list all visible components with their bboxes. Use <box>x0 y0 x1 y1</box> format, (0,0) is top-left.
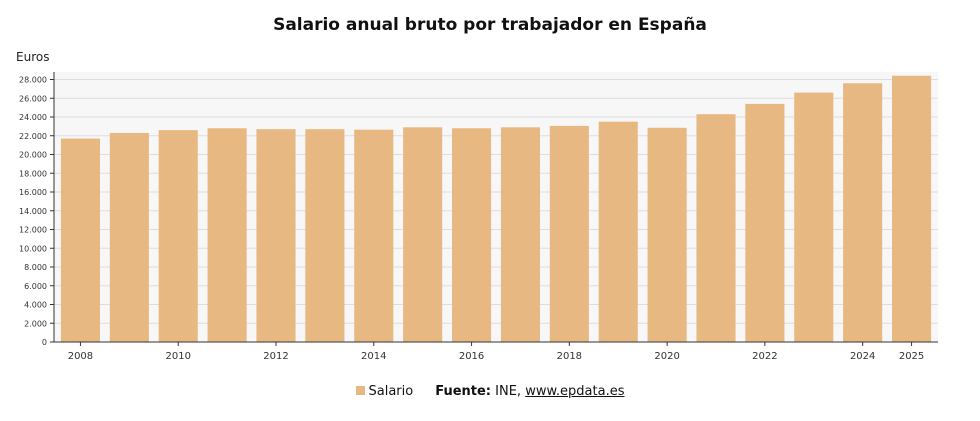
bar-2017[interactable] <box>500 127 540 342</box>
y-tick-label: 20.000 <box>19 151 47 160</box>
x-tick-label: 2016 <box>459 351 484 362</box>
x-tick-label: 2020 <box>654 351 679 362</box>
x-tick-label: 2012 <box>263 351 288 362</box>
bar-2016[interactable] <box>452 128 492 342</box>
source-link[interactable]: www.epdata.es <box>525 384 625 399</box>
bar-2013[interactable] <box>305 129 345 342</box>
y-tick-label: 4.000 <box>24 301 47 310</box>
x-tick-label: 2008 <box>68 351 93 362</box>
x-tick-label: 2010 <box>165 351 190 362</box>
bar-2010[interactable] <box>158 130 198 342</box>
chart-title: Salario anual bruto por trabajador en Es… <box>273 15 707 35</box>
source-label: Fuente: <box>435 384 492 399</box>
bar-2025[interactable] <box>892 75 932 342</box>
y-axis-unit-label: Euros <box>16 50 50 64</box>
bar-2019[interactable] <box>598 121 638 342</box>
y-tick-label: 12.000 <box>19 226 47 235</box>
bar-2018[interactable] <box>549 125 589 342</box>
y-tick-label: 18.000 <box>19 169 47 178</box>
bar-2021[interactable] <box>696 114 736 342</box>
bars <box>60 75 932 342</box>
y-tick-label: 14.000 <box>19 207 47 216</box>
bar-2022[interactable] <box>745 103 785 342</box>
source-text: INE, <box>495 384 526 399</box>
x-tick-label: 2025 <box>899 351 924 362</box>
y-axis-ticks: 0 2.000 4.000 6.000 8.000 10.000 12.000 14.000 1… <box>19 76 54 347</box>
bar-2009[interactable] <box>109 132 149 342</box>
legend-swatch <box>355 386 365 395</box>
bar-2020[interactable] <box>647 127 687 342</box>
x-tick-label: 2018 <box>557 351 582 362</box>
bar-2008[interactable] <box>60 138 100 342</box>
x-tick-label: 2022 <box>752 351 777 362</box>
y-tick-label: 2.000 <box>24 319 47 328</box>
legend-label: Salario <box>368 384 414 399</box>
y-tick-label: 8.000 <box>24 263 47 272</box>
y-tick-label: 28.000 <box>19 76 47 85</box>
bar-2024[interactable] <box>843 83 883 342</box>
bar-2023[interactable] <box>794 92 834 342</box>
chart-footer: Salario Fuente: INE, www.epdata.es <box>0 384 980 399</box>
y-tick-label: 24.000 <box>19 113 47 122</box>
y-tick-label: 16.000 <box>19 188 47 197</box>
y-tick-label: 26.000 <box>19 94 47 103</box>
bar-2015[interactable] <box>403 127 443 342</box>
bar-2011[interactable] <box>207 128 247 342</box>
y-tick-label: 10.000 <box>19 244 47 253</box>
bar-2014[interactable] <box>354 129 394 342</box>
y-tick-label: 22.000 <box>19 132 47 141</box>
bar-2012[interactable] <box>256 129 296 342</box>
y-tick-label: 6.000 <box>24 282 47 291</box>
x-tick-label: 2014 <box>361 351 386 362</box>
y-tick-label: 0 <box>42 338 47 347</box>
x-tick-label: 2024 <box>850 351 875 362</box>
x-axis-ticks: 2008 2010 2012 2014 2016 2018 2020 2022 2024 2025 <box>68 342 924 362</box>
grid-lines <box>54 79 938 324</box>
